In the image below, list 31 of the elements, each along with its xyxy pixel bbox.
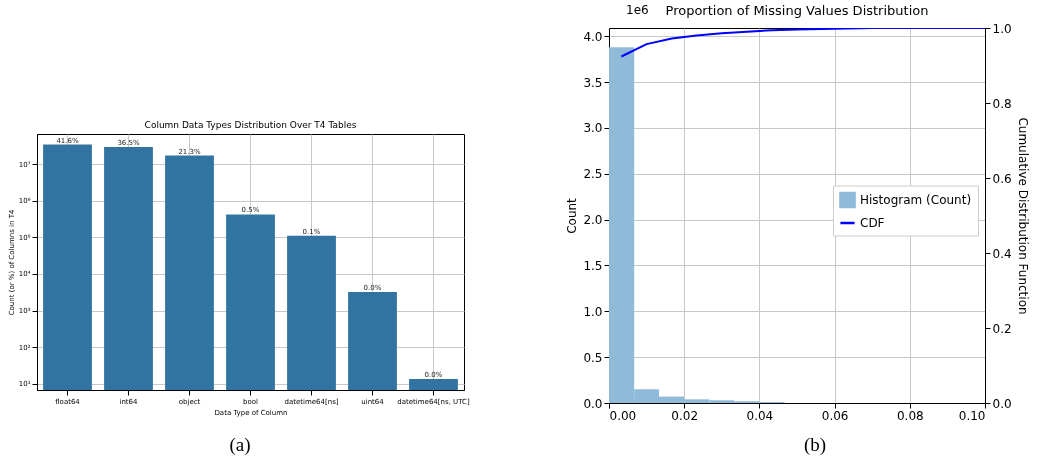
y-tick-label: 3.5 [583, 75, 603, 90]
x-tick-label: 0.08 [896, 408, 924, 423]
y-tick-label: 0.5 [583, 350, 603, 365]
legend-label: Histogram (Count) [860, 193, 972, 207]
chart-title: Column Data Types Distribution Over T4 Tables [144, 120, 357, 130]
line-series [620, 28, 985, 58]
x-tick-label: 0.06 [821, 408, 849, 423]
text: (b) [803, 434, 827, 456]
y2-tick-label: 0.0 [992, 396, 1012, 411]
y2-tick-label: 1.0 [992, 21, 1012, 36]
y2-tick-label: 0.2 [992, 321, 1012, 336]
chart-title: Proportion of Missing Values Distribution [665, 3, 929, 18]
y2-tick-label: 0.4 [992, 246, 1012, 261]
text: (a) [229, 434, 251, 456]
text: 1e6 [626, 3, 649, 17]
y-axis-title: Count [565, 197, 580, 234]
x-tick-label: 0.00 [609, 408, 637, 423]
y-tick-label: 2.5 [583, 167, 603, 182]
y-tick-label: 1.5 [583, 258, 603, 273]
y2-tick-label: 0.6 [992, 171, 1012, 186]
y-tick-label: 3.0 [583, 121, 603, 136]
y2-tick-label: 0.8 [992, 96, 1012, 111]
y2-axis-title: Cumulative Distribution Function [1015, 117, 1030, 315]
y-tick-label: 0.0 [583, 396, 603, 411]
y-tick-label: 4.0 [583, 29, 603, 44]
y-tick-label: 1.0 [583, 304, 603, 319]
x-tick-label: 0.10 [958, 408, 986, 423]
x-tick-label: 0.04 [746, 408, 774, 423]
legend-label: CDF [860, 216, 885, 230]
x-tick-label: 0.02 [671, 408, 699, 423]
y-tick-label: 2.0 [583, 213, 603, 228]
